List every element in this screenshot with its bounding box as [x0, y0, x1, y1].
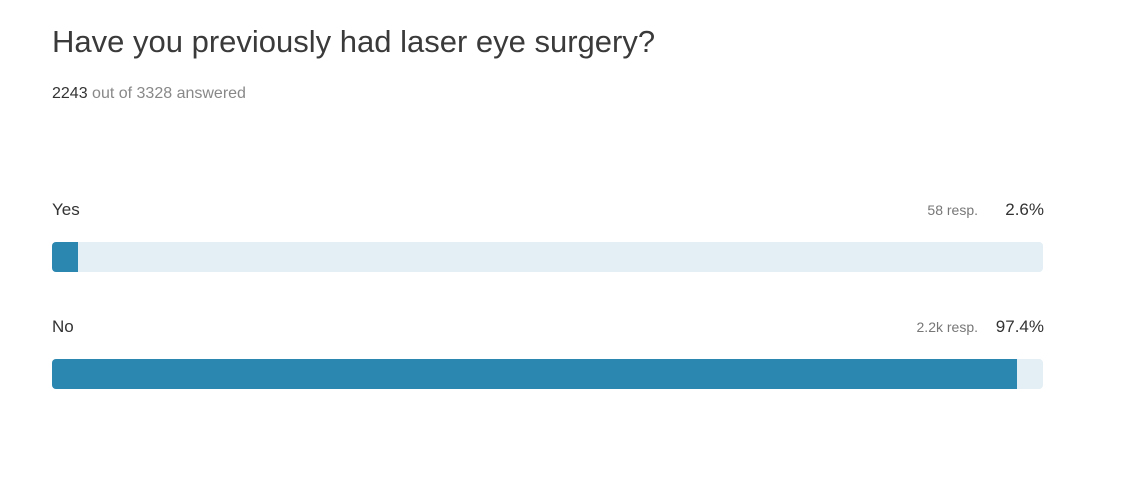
answered-summary: 2243 out of 3328 answered — [52, 85, 246, 103]
answered-text: out of 3328 answered — [92, 85, 246, 102]
option: Yes 58 resp. 2.6% — [52, 200, 1044, 290]
bar-track — [52, 242, 1043, 272]
response-count: 58 resp. — [927, 202, 978, 218]
percent-label: 97.4% — [995, 317, 1044, 336]
bar-track — [52, 359, 1043, 389]
option-label: Yes — [52, 200, 80, 219]
response-count: 2.2k resp. — [916, 319, 978, 335]
bar — [52, 242, 78, 272]
question-title: Have you previously had laser eye surger… — [52, 24, 656, 59]
answered-count: 2243 — [52, 85, 88, 102]
option: No 2.2k resp. 97.4% — [52, 317, 1044, 407]
option-label: No — [52, 317, 74, 336]
bar — [52, 359, 1018, 389]
percent-label: 2.6% — [1005, 200, 1044, 219]
